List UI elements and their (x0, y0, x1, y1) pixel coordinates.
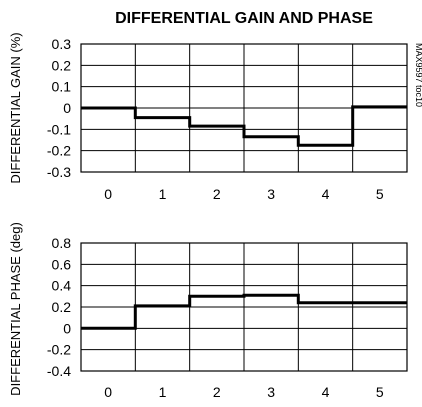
gain-x-tick: 2 (213, 186, 221, 202)
gain-y-tick: -0.1 (47, 121, 71, 137)
phase-series-line (81, 293, 407, 330)
gain-x-tick: 4 (322, 186, 330, 202)
phase-x-tick: 4 (322, 384, 330, 400)
phase-y-tick: 0.2 (52, 299, 72, 315)
gain-x-tick: 3 (267, 186, 275, 202)
gain-x-tick: 0 (104, 186, 112, 202)
phase-ylabel: DIFFERENTIAL PHASE (deg) (8, 222, 23, 396)
phase-chart: DIFFERENTIAL PHASE (deg) 0.8 0.6 0.4 0.2 0 -0… (8, 222, 408, 400)
phase-y-tick: 0 (63, 320, 71, 336)
phase-y-tick: -0.4 (47, 363, 71, 379)
gain-chart: DIFFERENTIAL GAIN (%) 0.3 0.2 0.1 0 -0.1 -0.2… (8, 32, 408, 202)
gain-y-tick: 0.2 (52, 57, 72, 73)
gain-y-tick: -0.3 (47, 164, 71, 180)
phase-x-tick: 0 (104, 384, 112, 400)
chart-title: DIFFERENTIAL GAIN AND PHASE (115, 10, 373, 27)
gain-y-tick: 0 (63, 100, 71, 116)
phase-x-tick: 1 (159, 384, 167, 400)
phase-x-tick: 3 (267, 384, 275, 400)
phase-x-tick: 5 (376, 384, 384, 400)
gain-y-tick: -0.2 (47, 143, 71, 159)
phase-y-tick: 0.6 (52, 256, 72, 272)
gain-x-tick: 5 (376, 186, 384, 202)
gain-y-tick: 0.1 (52, 79, 72, 95)
side-label: MAX9597 toc10 (414, 43, 422, 107)
phase-y-tick: -0.2 (47, 342, 71, 358)
gain-series-line (81, 105, 407, 147)
phase-y-tick: 0.8 (52, 235, 72, 251)
phase-x-tick: 2 (213, 384, 221, 400)
phase-y-tick: 0.4 (52, 278, 72, 294)
gain-ylabel: DIFFERENTIAL GAIN (%) (8, 32, 23, 183)
gain-x-tick: 1 (159, 186, 167, 202)
gain-y-tick: 0.3 (52, 36, 72, 52)
